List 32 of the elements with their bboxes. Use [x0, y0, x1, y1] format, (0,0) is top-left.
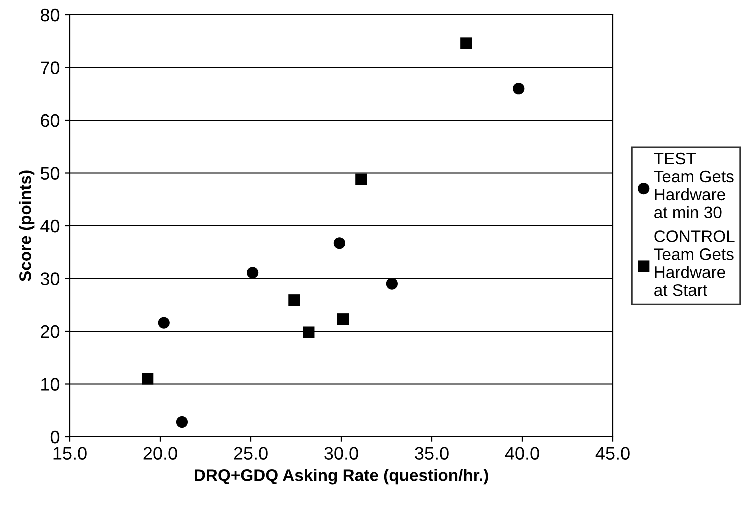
x-tick-label: 20.0 — [144, 447, 178, 460]
point — [288, 294, 300, 306]
point — [334, 238, 346, 250]
point — [142, 373, 154, 385]
point — [303, 326, 315, 338]
y-tick-label: 20 — [41, 325, 60, 338]
y-tick-label: 10 — [42, 378, 60, 391]
point — [460, 38, 472, 50]
x-tick-label: 40.0 — [505, 447, 540, 460]
y-tick-label: 0 — [50, 430, 60, 444]
y-tick-label: 40 — [40, 220, 60, 233]
legend-label: CONTROL Team Gets Hardware at Start — [654, 230, 735, 296]
y-tick-label: 60 — [41, 114, 60, 128]
point — [386, 278, 398, 290]
point — [513, 83, 525, 95]
y-axis-title: Score (points) — [19, 170, 35, 282]
legend-label: TEST Team Gets Hardware at min 30 — [654, 152, 734, 219]
x-tick-label: 35.0 — [415, 447, 449, 460]
x-tick-label: 45.0 — [596, 447, 630, 460]
x-tick-label: 15.0 — [54, 447, 87, 460]
point — [158, 317, 170, 329]
point — [176, 416, 188, 428]
x-tick-label: 25.0 — [234, 447, 268, 460]
point — [356, 174, 368, 186]
x-tick-label: 30.0 — [324, 447, 358, 460]
point — [338, 314, 350, 326]
y-tick-label: 30 — [40, 272, 60, 286]
point — [247, 267, 259, 279]
y-tick-label: 50 — [40, 167, 60, 180]
y-tick-label: 80 — [40, 8, 60, 22]
x-axis-title: DRQ+GDQ Asking Rate (question/hr.) — [195, 469, 488, 485]
y-tick-label: 70 — [41, 62, 60, 74]
